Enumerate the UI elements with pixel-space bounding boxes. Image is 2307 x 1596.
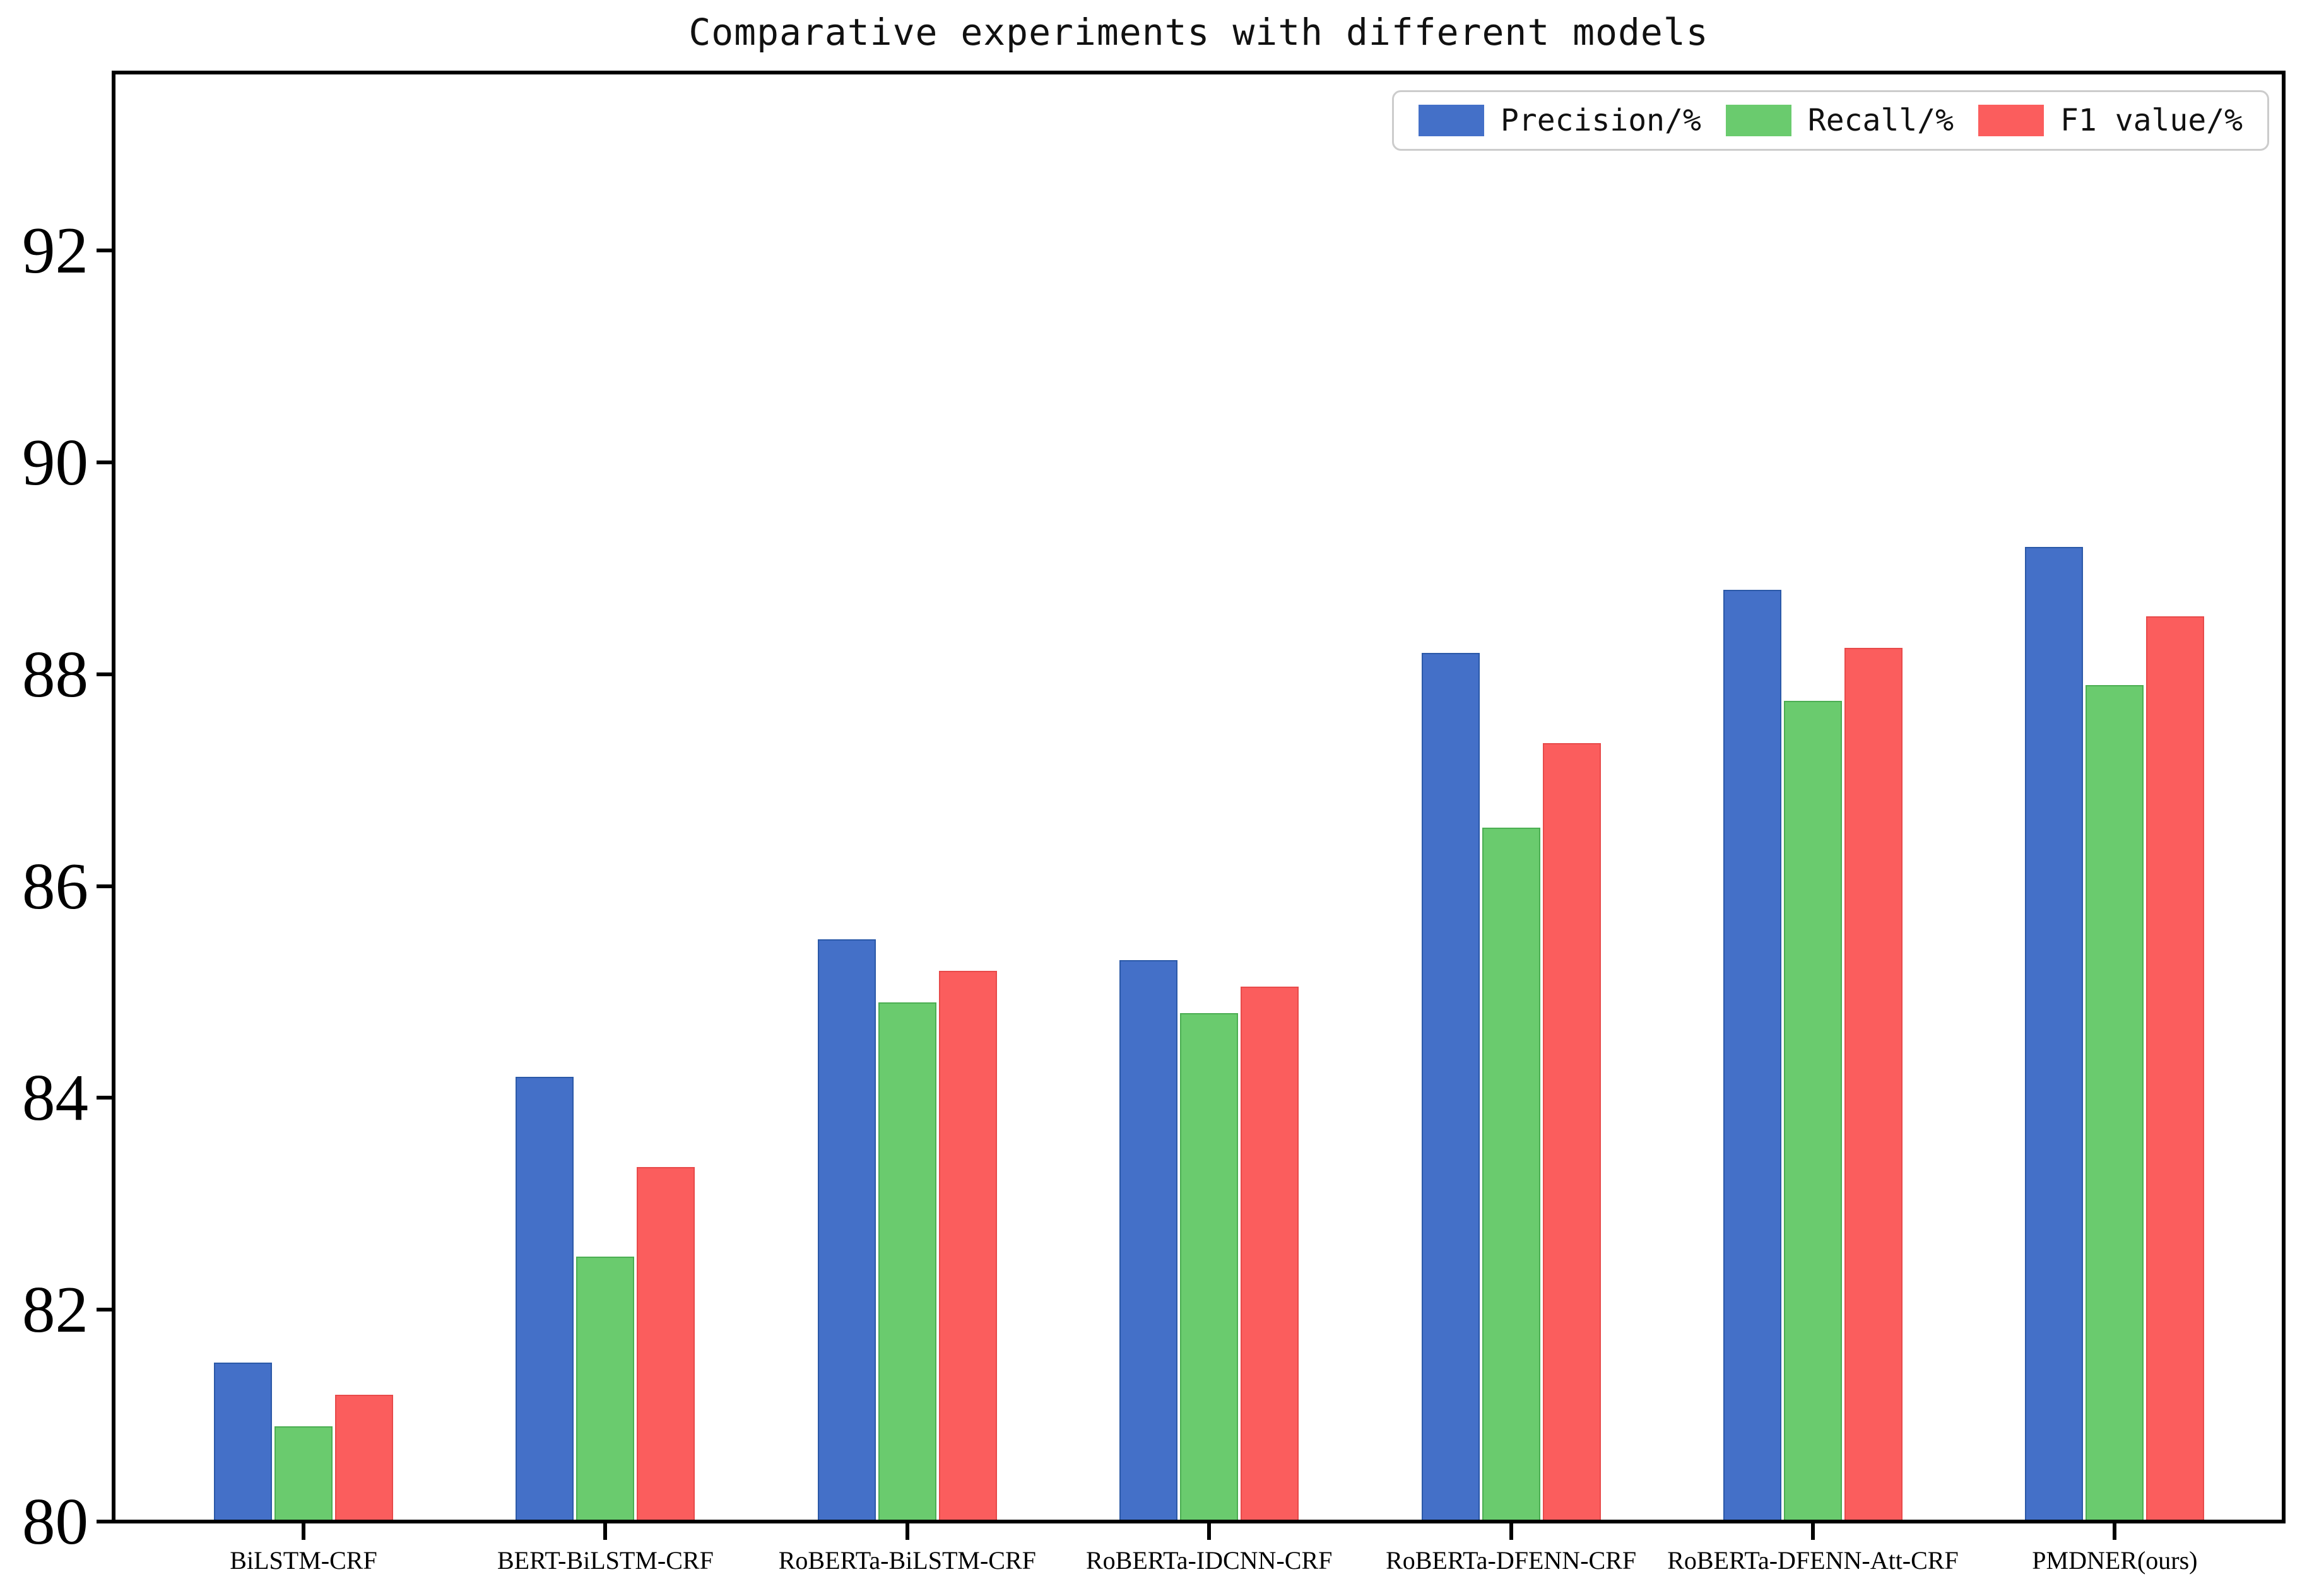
y-tick-mark <box>97 249 112 253</box>
legend-swatch-precision <box>1418 105 1484 136</box>
bar-precision-RoBERTa-IDCNN-CRF <box>1119 960 1178 1523</box>
x-tick-label: BiLSTM-CRF <box>230 1546 377 1575</box>
bar-precision-PMDNER(ours) <box>2025 547 2084 1523</box>
y-tick-mark <box>97 1520 112 1523</box>
legend-item-precision: Precision/% <box>1418 103 1701 138</box>
x-tick-label: RoBERTa-BiLSTM-CRF <box>778 1546 1036 1575</box>
x-tick-mark <box>2113 1523 2117 1540</box>
legend-label-f1: F1 value/% <box>2060 103 2243 138</box>
legend: Precision/% Recall/% F1 value/% <box>1392 90 2269 151</box>
bar-recall-RoBERTa-BiLSTM-CRF <box>878 1002 936 1523</box>
x-tick-mark <box>905 1523 909 1540</box>
x-tick-mark <box>302 1523 305 1540</box>
legend-swatch-f1 <box>1978 105 2044 136</box>
legend-item-f1: F1 value/% <box>1978 105 2243 136</box>
bar-recall-RoBERTa-DFENN-Att-CRF <box>1784 700 1842 1523</box>
x-tick-label: RoBERTa-DFENN-Att-CRF <box>1667 1546 1959 1575</box>
x-tick-label: RoBERTa-IDCNN-CRF <box>1086 1546 1333 1575</box>
bar-recall-BERT-BiLSTM-CRF <box>576 1257 635 1523</box>
bar-recall-RoBERTa-DFENN-CRF <box>1482 828 1540 1523</box>
x-tick-mark <box>1811 1523 1815 1540</box>
axis-spine-right <box>2282 71 2286 1523</box>
bar-f1-value-RoBERTa-BiLSTM-CRF <box>938 971 997 1523</box>
bar-f1-value-PMDNER(ours) <box>2146 616 2205 1523</box>
y-tick-label: 82 <box>22 1272 88 1347</box>
bar-f1-value-RoBERTa-DFENN-CRF <box>1542 743 1601 1523</box>
bar-recall-RoBERTa-IDCNN-CRF <box>1180 1013 1239 1523</box>
axis-spine-top <box>112 71 2286 74</box>
chart-title: Comparative experiments with different m… <box>688 11 1709 54</box>
bar-precision-BiLSTM-CRF <box>214 1363 272 1523</box>
bar-precision-RoBERTa-BiLSTM-CRF <box>817 939 876 1523</box>
x-tick-label: RoBERTa-DFENN-CRF <box>1386 1546 1637 1575</box>
x-tick-mark <box>1207 1523 1212 1540</box>
x-tick-mark <box>1509 1523 1513 1540</box>
axis-spine-bottom <box>112 1520 2286 1523</box>
y-tick-mark <box>97 1096 112 1100</box>
y-tick-label: 80 <box>22 1484 88 1558</box>
legend-swatch-recall <box>1725 105 1791 136</box>
y-tick-label: 88 <box>22 637 88 711</box>
y-tick-mark <box>97 884 112 888</box>
legend-item-recall: Recall/% <box>1725 103 1954 138</box>
x-tick-mark <box>603 1523 608 1540</box>
y-tick-label: 90 <box>22 425 88 500</box>
y-tick-mark <box>97 1308 112 1312</box>
y-tick-label: 84 <box>22 1060 88 1135</box>
bar-f1-value-RoBERTa-DFENN-Att-CRF <box>1844 647 1903 1523</box>
bar-precision-RoBERTa-DFENN-CRF <box>1421 653 1480 1523</box>
axis-spine-left <box>112 71 115 1523</box>
bar-f1-value-BERT-BiLSTM-CRF <box>637 1166 695 1523</box>
legend-label-recall: Recall/% <box>1807 103 1954 138</box>
legend-label-precision: Precision/% <box>1500 103 1701 138</box>
bar-precision-RoBERTa-DFENN-Att-CRF <box>1723 589 1781 1523</box>
bar-recall-PMDNER(ours) <box>2086 684 2144 1523</box>
bar-f1-value-BiLSTM-CRF <box>335 1394 393 1523</box>
bar-precision-BERT-BiLSTM-CRF <box>516 1076 574 1523</box>
y-tick-mark <box>97 672 112 676</box>
y-tick-mark <box>97 461 112 465</box>
bar-f1-value-RoBERTa-IDCNN-CRF <box>1241 987 1299 1523</box>
y-tick-label: 92 <box>22 213 88 288</box>
x-tick-label: BERT-BiLSTM-CRF <box>497 1546 714 1575</box>
bar-recall-BiLSTM-CRF <box>274 1426 333 1523</box>
x-tick-label: PMDNER(ours) <box>2032 1546 2198 1575</box>
y-tick-label: 86 <box>22 848 88 923</box>
